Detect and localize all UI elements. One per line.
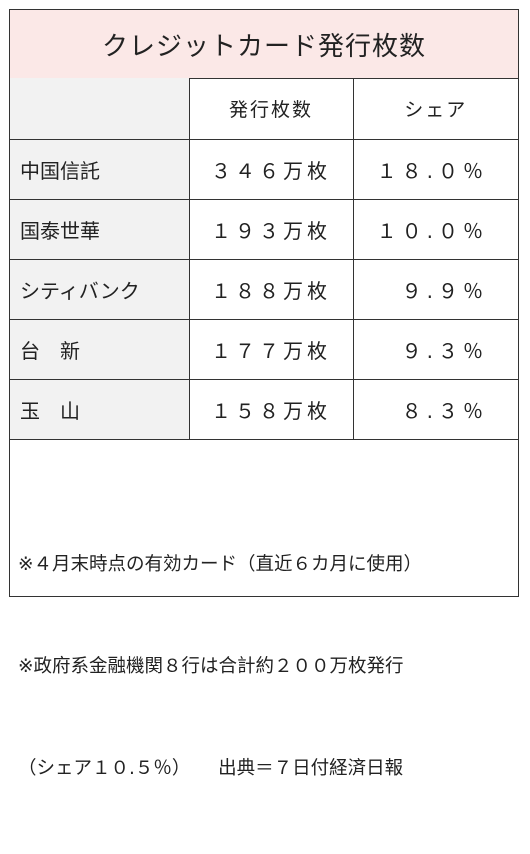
- footnotes: ※４月末時点の有効カード（直近６カ月に使用） ※政府系金融機関８行は合計約２００…: [18, 480, 518, 854]
- bank-name: 台 新: [10, 318, 190, 380]
- issued-count: １７７万枚: [188, 318, 354, 380]
- issued-count: ３４６万枚: [188, 138, 354, 200]
- bank-name: 国泰世華: [10, 198, 190, 260]
- issued-count: １８８万枚: [188, 258, 354, 320]
- footnote-line: ※政府系金融機関８行は合計約２００万枚発行: [18, 656, 404, 677]
- footnote-line: （シェア１０.５％） 出典＝７日付経済日報: [18, 758, 404, 779]
- header-issued-count: 発行枚数: [188, 78, 354, 140]
- table-card: クレジットカード発行枚数 発行枚数 シェア 中国信託 ３４６万枚 １８.０％ 国…: [9, 9, 519, 779]
- issuance-table: 発行枚数 シェア 中国信託 ３４６万枚 １８.０％ 国泰世華 １９３万枚 １０.…: [10, 78, 518, 440]
- issued-count: １５８万枚: [188, 378, 354, 440]
- footnote-line: ※４月末時点の有効カード（直近６カ月に使用）: [18, 554, 423, 575]
- share-value: ９.９％: [352, 258, 518, 320]
- header-share: シェア: [352, 78, 518, 140]
- bank-name: 玉 山: [10, 378, 190, 440]
- bank-name: 中国信託: [10, 138, 190, 200]
- table-row: 国泰世華 １９３万枚 １０.０％: [10, 198, 518, 260]
- share-value: １０.０％: [352, 198, 518, 260]
- table-row: 中国信託 ３４６万枚 １８.０％: [10, 138, 518, 200]
- table-row: 玉 山 １５８万枚 ８.３％: [10, 378, 518, 440]
- table-row: 台 新 １７７万枚 ９.３％: [10, 318, 518, 380]
- table-title: クレジットカード発行枚数: [10, 10, 518, 79]
- share-value: ８.３％: [352, 378, 518, 440]
- share-value: ９.３％: [352, 318, 518, 380]
- bank-name: シティバンク: [10, 258, 190, 320]
- issued-count: １９３万枚: [188, 198, 354, 260]
- share-value: １８.０％: [352, 138, 518, 200]
- table-header-row: 発行枚数 シェア: [10, 78, 518, 140]
- table-row: シティバンク １８８万枚 ９.９％: [10, 258, 518, 320]
- header-empty-cell: [10, 78, 190, 140]
